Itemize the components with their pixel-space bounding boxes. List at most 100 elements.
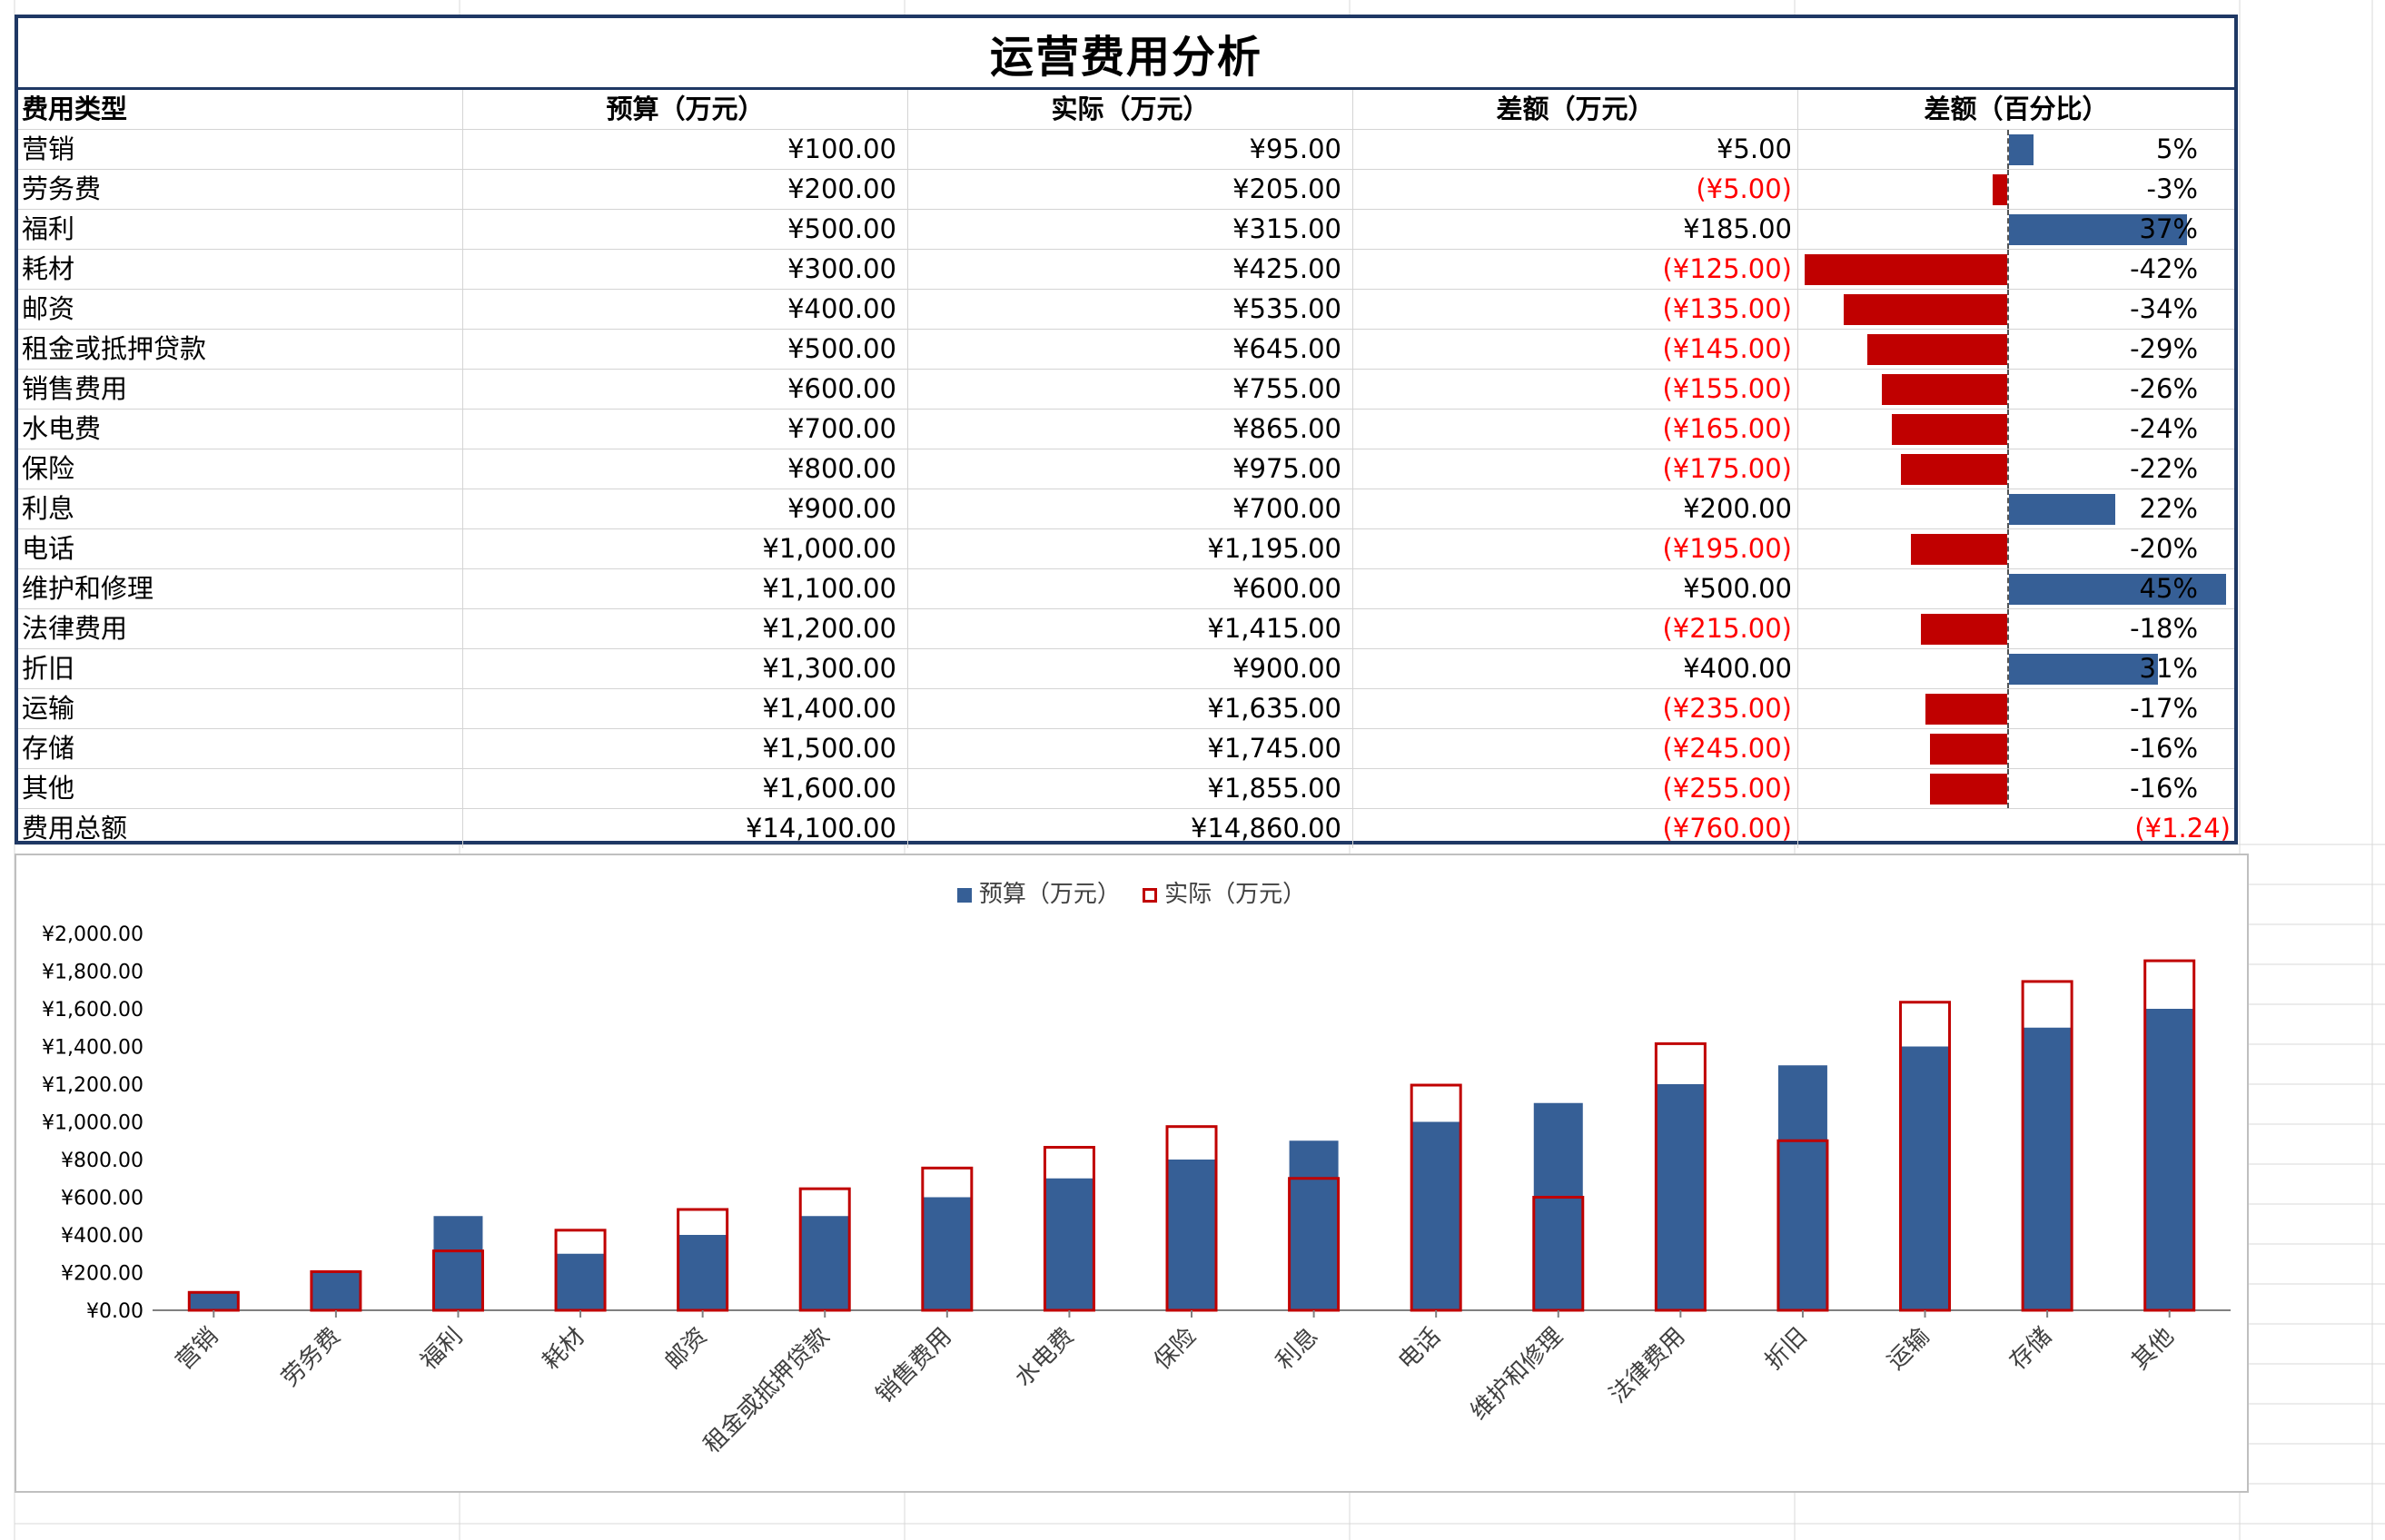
cell-difference[interactable]: (¥195.00) (1353, 529, 1798, 568)
cell-total-budget[interactable]: ¥14,100.00 (463, 809, 908, 848)
cell-difference[interactable]: (¥215.00) (1353, 609, 1798, 648)
cell-budget[interactable]: ¥500.00 (463, 330, 908, 369)
cell-difference-percent[interactable]: -22% (1798, 449, 2234, 489)
title-cell[interactable]: 运营费用分析 (15, 15, 2238, 87)
cell-difference-percent[interactable]: 45% (1798, 569, 2234, 608)
cell-actual[interactable]: ¥645.00 (908, 330, 1353, 369)
header-expense-type[interactable]: 费用类型 (18, 90, 463, 129)
cell-expense-type[interactable]: 运输 (18, 689, 463, 728)
cell-budget[interactable]: ¥300.00 (463, 250, 908, 289)
cell-difference-percent[interactable]: -29% (1798, 330, 2234, 369)
cell-difference[interactable]: (¥145.00) (1353, 330, 1798, 369)
cell-expense-type[interactable]: 电话 (18, 529, 463, 568)
header-actual[interactable]: 实际（万元） (908, 90, 1353, 129)
cell-budget[interactable]: ¥1,600.00 (463, 769, 908, 808)
cell-difference-percent[interactable]: 22% (1798, 489, 2234, 528)
cell-difference-percent[interactable]: -24% (1798, 410, 2234, 449)
cell-expense-type[interactable]: 利息 (18, 489, 463, 528)
cell-actual[interactable]: ¥700.00 (908, 489, 1353, 528)
cell-difference-percent[interactable]: -20% (1798, 529, 2234, 568)
cell-budget[interactable]: ¥1,400.00 (463, 689, 908, 728)
cell-actual[interactable]: ¥315.00 (908, 210, 1353, 249)
cell-total-percent[interactable]: (¥1.24) (1798, 809, 2234, 848)
cell-difference[interactable]: (¥175.00) (1353, 449, 1798, 489)
cell-budget[interactable]: ¥1,300.00 (463, 649, 908, 688)
cell-difference[interactable]: (¥5.00) (1353, 170, 1798, 209)
cell-expense-type[interactable]: 法律费用 (18, 609, 463, 648)
cell-actual[interactable]: ¥1,855.00 (908, 769, 1353, 808)
cell-difference-percent[interactable]: -26% (1798, 370, 2234, 409)
budget-vs-actual-chart[interactable]: 预算（万元） 实际（万元） ¥0.00 ¥200.00 ¥400.00 ¥600.00… (15, 854, 2249, 1493)
cell-actual[interactable]: ¥600.00 (908, 569, 1353, 608)
table-header-row: 费用类型 预算（万元） 实际（万元） 差额（万元） 差额（百分比） (18, 90, 2234, 130)
cell-difference-percent[interactable]: -42% (1798, 250, 2234, 289)
cell-difference-percent[interactable]: -16% (1798, 729, 2234, 768)
cell-difference-percent[interactable]: -3% (1798, 170, 2234, 209)
cell-difference[interactable]: (¥245.00) (1353, 729, 1798, 768)
cell-difference[interactable]: (¥255.00) (1353, 769, 1798, 808)
cell-expense-type[interactable]: 耗材 (18, 250, 463, 289)
cell-budget[interactable]: ¥500.00 (463, 210, 908, 249)
cell-actual[interactable]: ¥755.00 (908, 370, 1353, 409)
cell-actual[interactable]: ¥1,415.00 (908, 609, 1353, 648)
cell-total-actual[interactable]: ¥14,860.00 (908, 809, 1353, 848)
cell-actual[interactable]: ¥95.00 (908, 130, 1353, 169)
cell-actual[interactable]: ¥535.00 (908, 290, 1353, 329)
cell-difference[interactable]: ¥200.00 (1353, 489, 1798, 528)
cell-difference-percent[interactable]: -17% (1798, 689, 2234, 728)
cell-budget[interactable]: ¥1,500.00 (463, 729, 908, 768)
cell-expense-type[interactable]: 租金或抵押贷款 (18, 330, 463, 369)
cell-difference[interactable]: (¥125.00) (1353, 250, 1798, 289)
cell-budget[interactable]: ¥1,000.00 (463, 529, 908, 568)
header-difference-percent[interactable]: 差额（百分比） (1924, 94, 2109, 124)
table-row: 邮资 ¥400.00 ¥535.00 (¥135.00) -34% (18, 290, 2234, 330)
cell-actual[interactable]: ¥1,635.00 (908, 689, 1353, 728)
cell-expense-type[interactable]: 水电费 (18, 410, 463, 449)
cell-difference[interactable]: ¥5.00 (1353, 130, 1798, 169)
cell-difference-percent[interactable]: -16% (1798, 769, 2234, 808)
cell-actual[interactable]: ¥1,745.00 (908, 729, 1353, 768)
cell-expense-type[interactable]: 邮资 (18, 290, 463, 329)
cell-expense-type[interactable]: 福利 (18, 210, 463, 249)
cell-expense-type[interactable]: 销售费用 (18, 370, 463, 409)
cell-difference-percent[interactable]: 37% (1798, 210, 2234, 249)
cell-budget[interactable]: ¥900.00 (463, 489, 908, 528)
cell-difference-percent[interactable]: 5% (1798, 130, 2234, 169)
cell-actual[interactable]: ¥205.00 (908, 170, 1353, 209)
cell-expense-type[interactable]: 保险 (18, 449, 463, 489)
cell-budget[interactable]: ¥600.00 (463, 370, 908, 409)
cell-difference[interactable]: (¥235.00) (1353, 689, 1798, 728)
cell-difference[interactable]: ¥185.00 (1353, 210, 1798, 249)
cell-difference-percent[interactable]: -34% (1798, 290, 2234, 329)
cell-budget[interactable]: ¥1,200.00 (463, 609, 908, 648)
cell-actual[interactable]: ¥865.00 (908, 410, 1353, 449)
header-difference[interactable]: 差额（万元） (1353, 90, 1798, 129)
cell-difference-percent[interactable]: 31% (1798, 649, 2234, 688)
cell-difference-percent[interactable]: -18% (1798, 609, 2234, 648)
cell-difference[interactable]: ¥400.00 (1353, 649, 1798, 688)
cell-budget[interactable]: ¥700.00 (463, 410, 908, 449)
cell-budget[interactable]: ¥1,100.00 (463, 569, 908, 608)
cell-budget[interactable]: ¥200.00 (463, 170, 908, 209)
cell-budget[interactable]: ¥800.00 (463, 449, 908, 489)
cell-expense-type[interactable]: 其他 (18, 769, 463, 808)
cell-budget[interactable]: ¥100.00 (463, 130, 908, 169)
cell-expense-type[interactable]: 劳务费 (18, 170, 463, 209)
cell-budget[interactable]: ¥400.00 (463, 290, 908, 329)
cell-actual[interactable]: ¥975.00 (908, 449, 1353, 489)
cell-total-label[interactable]: 费用总额 (18, 809, 463, 848)
cell-expense-type[interactable]: 存储 (18, 729, 463, 768)
cell-expense-type[interactable]: 营销 (18, 130, 463, 169)
cell-total-difference[interactable]: (¥760.00) (1353, 809, 1798, 848)
cell-difference[interactable]: (¥155.00) (1353, 370, 1798, 409)
cell-difference[interactable]: ¥500.00 (1353, 569, 1798, 608)
cell-difference[interactable]: (¥165.00) (1353, 410, 1798, 449)
header-budget[interactable]: 预算（万元） (463, 90, 908, 129)
cell-actual[interactable]: ¥900.00 (908, 649, 1353, 688)
cell-expense-type[interactable]: 折旧 (18, 649, 463, 688)
cell-actual[interactable]: ¥425.00 (908, 250, 1353, 289)
cell-expense-type[interactable]: 维护和修理 (18, 569, 463, 608)
table-row: 租金或抵押贷款 ¥500.00 ¥645.00 (¥145.00) -29% (18, 330, 2234, 370)
cell-difference[interactable]: (¥135.00) (1353, 290, 1798, 329)
cell-actual[interactable]: ¥1,195.00 (908, 529, 1353, 568)
